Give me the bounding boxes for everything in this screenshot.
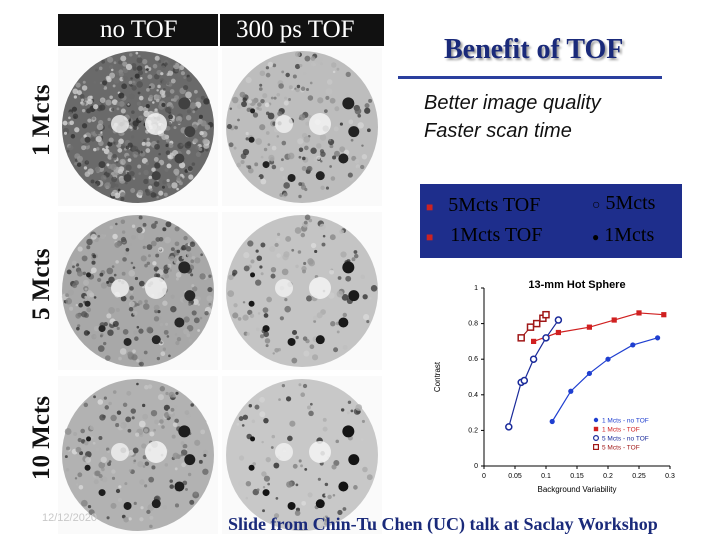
x-tick-label: 0.1	[541, 473, 551, 480]
data-point	[554, 316, 563, 324]
series-line	[508, 319, 559, 428]
legend-right-line1: 5Mcts	[605, 192, 656, 214]
x-axis-label: Background Variability	[537, 485, 616, 494]
data-point	[655, 335, 661, 341]
data-point	[526, 323, 535, 331]
y-tick-label: 0	[474, 463, 478, 470]
column-header-no-tof: no TOF	[58, 14, 218, 46]
phantom-image-no-tof-10mcts	[58, 376, 218, 534]
data-point	[520, 376, 529, 385]
data-point	[636, 310, 642, 316]
filled-circle-icon: ●	[592, 230, 600, 244]
footer-text: IRM	[316, 510, 337, 522]
row-label-10mcts: 10 Mcts	[28, 396, 55, 480]
data-point	[531, 338, 537, 344]
y-axis-label: Contrast	[433, 361, 442, 392]
data-point	[586, 370, 592, 377]
series-line	[551, 337, 658, 422]
legend-right-line2: 1Mcts	[604, 224, 655, 246]
red-marker-icon: ■	[426, 200, 434, 214]
x-tick-label: 0.2	[603, 473, 613, 480]
contrast-vs-variability-chart: 13-mm Hot Sphere 0 0.05 0.1 0.15 0.2 0.25 0.3 0 0…	[433, 279, 675, 494]
legend-label: 1 Mcts - no TOF	[602, 418, 649, 425]
legend-box: ■ 5Mcts TOF ■ 1Mcts TOF ○ 5Mcts ● 1Mcts	[420, 184, 682, 258]
legend-marker	[593, 426, 599, 432]
column-header-tof-text: 300 ps TOF	[236, 16, 355, 43]
data-point	[529, 355, 538, 363]
chart-title: 13-mm Hot Sphere	[528, 279, 625, 291]
y-tick-label: 0.4	[468, 392, 478, 399]
data-point	[542, 310, 550, 319]
red-marker-icon: ■	[426, 230, 434, 244]
bullet-image-quality: Better image quality	[424, 92, 601, 114]
legend-marker	[593, 417, 599, 423]
bullet-scan-time: Faster scan time	[424, 120, 572, 142]
column-header-tof: 300 ps TOF	[220, 14, 384, 46]
y-tick-label: 0.8	[468, 321, 478, 328]
data-point	[661, 312, 667, 318]
x-tick-label: 0.25	[632, 473, 646, 480]
data-point	[605, 356, 611, 362]
data-point	[517, 334, 525, 342]
legend-label: 5 Mcts - TOF	[602, 445, 640, 452]
data-point	[586, 324, 592, 330]
phantom-image-tof-5mcts	[222, 212, 382, 370]
data-point	[555, 329, 561, 336]
data-point	[549, 418, 555, 425]
data-point	[630, 342, 636, 348]
legend-marker	[593, 444, 600, 451]
y-tick-label: 0.6	[468, 356, 478, 363]
row-label-1mcts: 1 Mcts	[28, 84, 55, 157]
slide-title: Benefit of TOF	[444, 34, 624, 65]
data-point	[611, 317, 617, 323]
phantom-image-no-tof-5mcts	[58, 212, 218, 370]
title-underline	[398, 76, 662, 79]
x-tick-label: 0.3	[665, 473, 675, 480]
x-tick-label: 0	[482, 473, 486, 480]
open-circle-icon: ○	[592, 198, 601, 213]
legend-left-line2: 1Mcts TOF	[450, 224, 543, 246]
x-tick-label: 0.15	[570, 473, 584, 480]
data-point	[505, 423, 513, 431]
data-point	[568, 388, 574, 394]
phantom-image-tof-10mcts	[222, 376, 382, 534]
series-line	[533, 312, 664, 342]
legend-left-line1: 5Mcts TOF	[448, 194, 541, 216]
legend-marker	[593, 435, 600, 442]
legend-label: 5 Mcts - no TOF	[602, 436, 649, 443]
data-point	[542, 334, 550, 342]
phantom-image-tof-1mcts	[222, 48, 382, 206]
phantom-image-no-tof-1mcts	[58, 48, 218, 206]
x-tick-label: 0.05	[508, 473, 522, 480]
data-point	[532, 319, 541, 328]
y-tick-label: 0.2	[468, 427, 478, 434]
legend-label: 1 Mcts - TOF	[602, 427, 640, 434]
row-label-5mcts: 5 Mcts	[28, 248, 55, 321]
column-header-no-tof-text: no TOF	[100, 16, 178, 43]
y-tick-label: 1	[474, 285, 478, 292]
footer-date: 12/12/2020	[42, 512, 98, 524]
credit-line: Slide from Chin-Tu Chen (UC) talk at Sac…	[228, 514, 658, 534]
